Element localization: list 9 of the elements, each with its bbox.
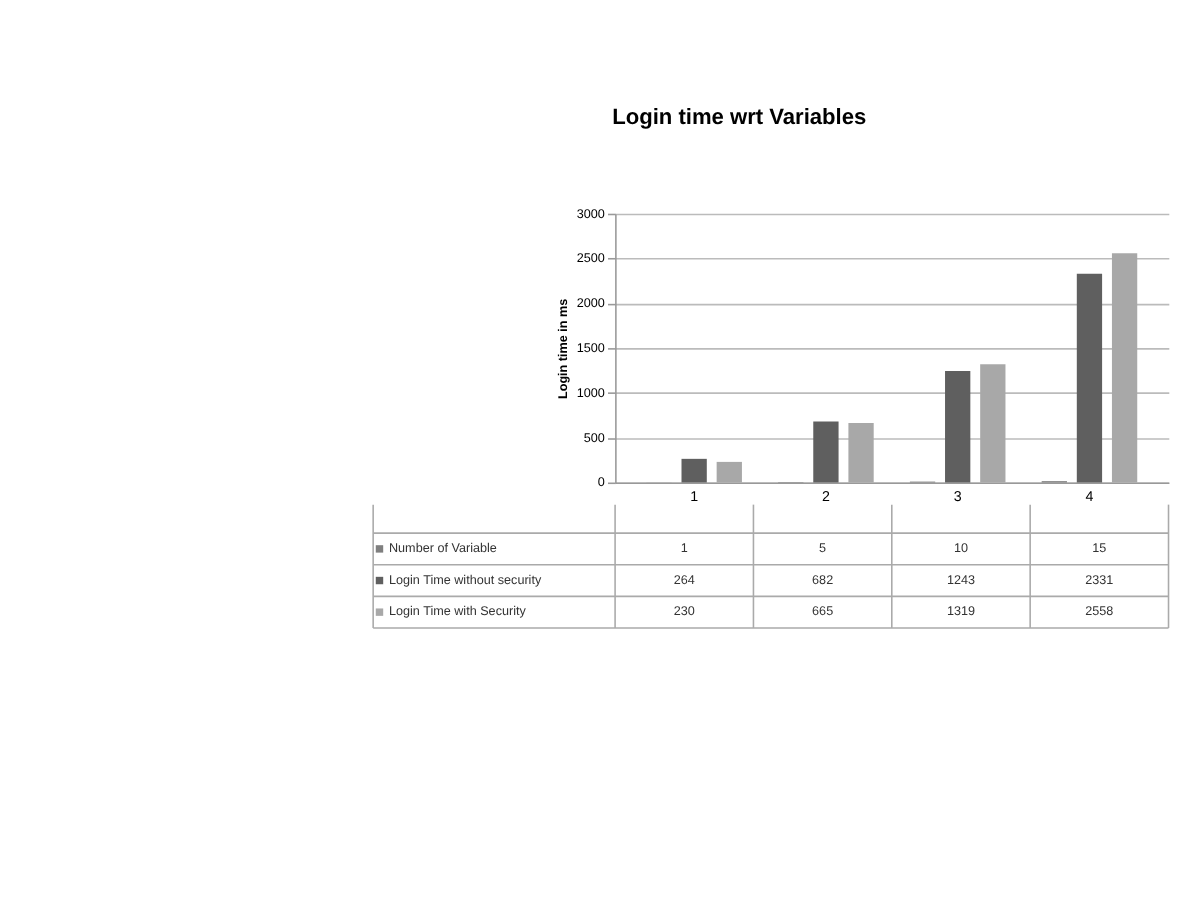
bar [1076, 273, 1103, 483]
bar [945, 371, 971, 483]
chart-title: Login time wrt Variables [612, 105, 867, 130]
bar [813, 421, 839, 483]
bar [716, 461, 742, 483]
bar [1111, 253, 1138, 483]
bar [681, 458, 707, 483]
bar [848, 422, 874, 483]
bar [980, 364, 1006, 483]
